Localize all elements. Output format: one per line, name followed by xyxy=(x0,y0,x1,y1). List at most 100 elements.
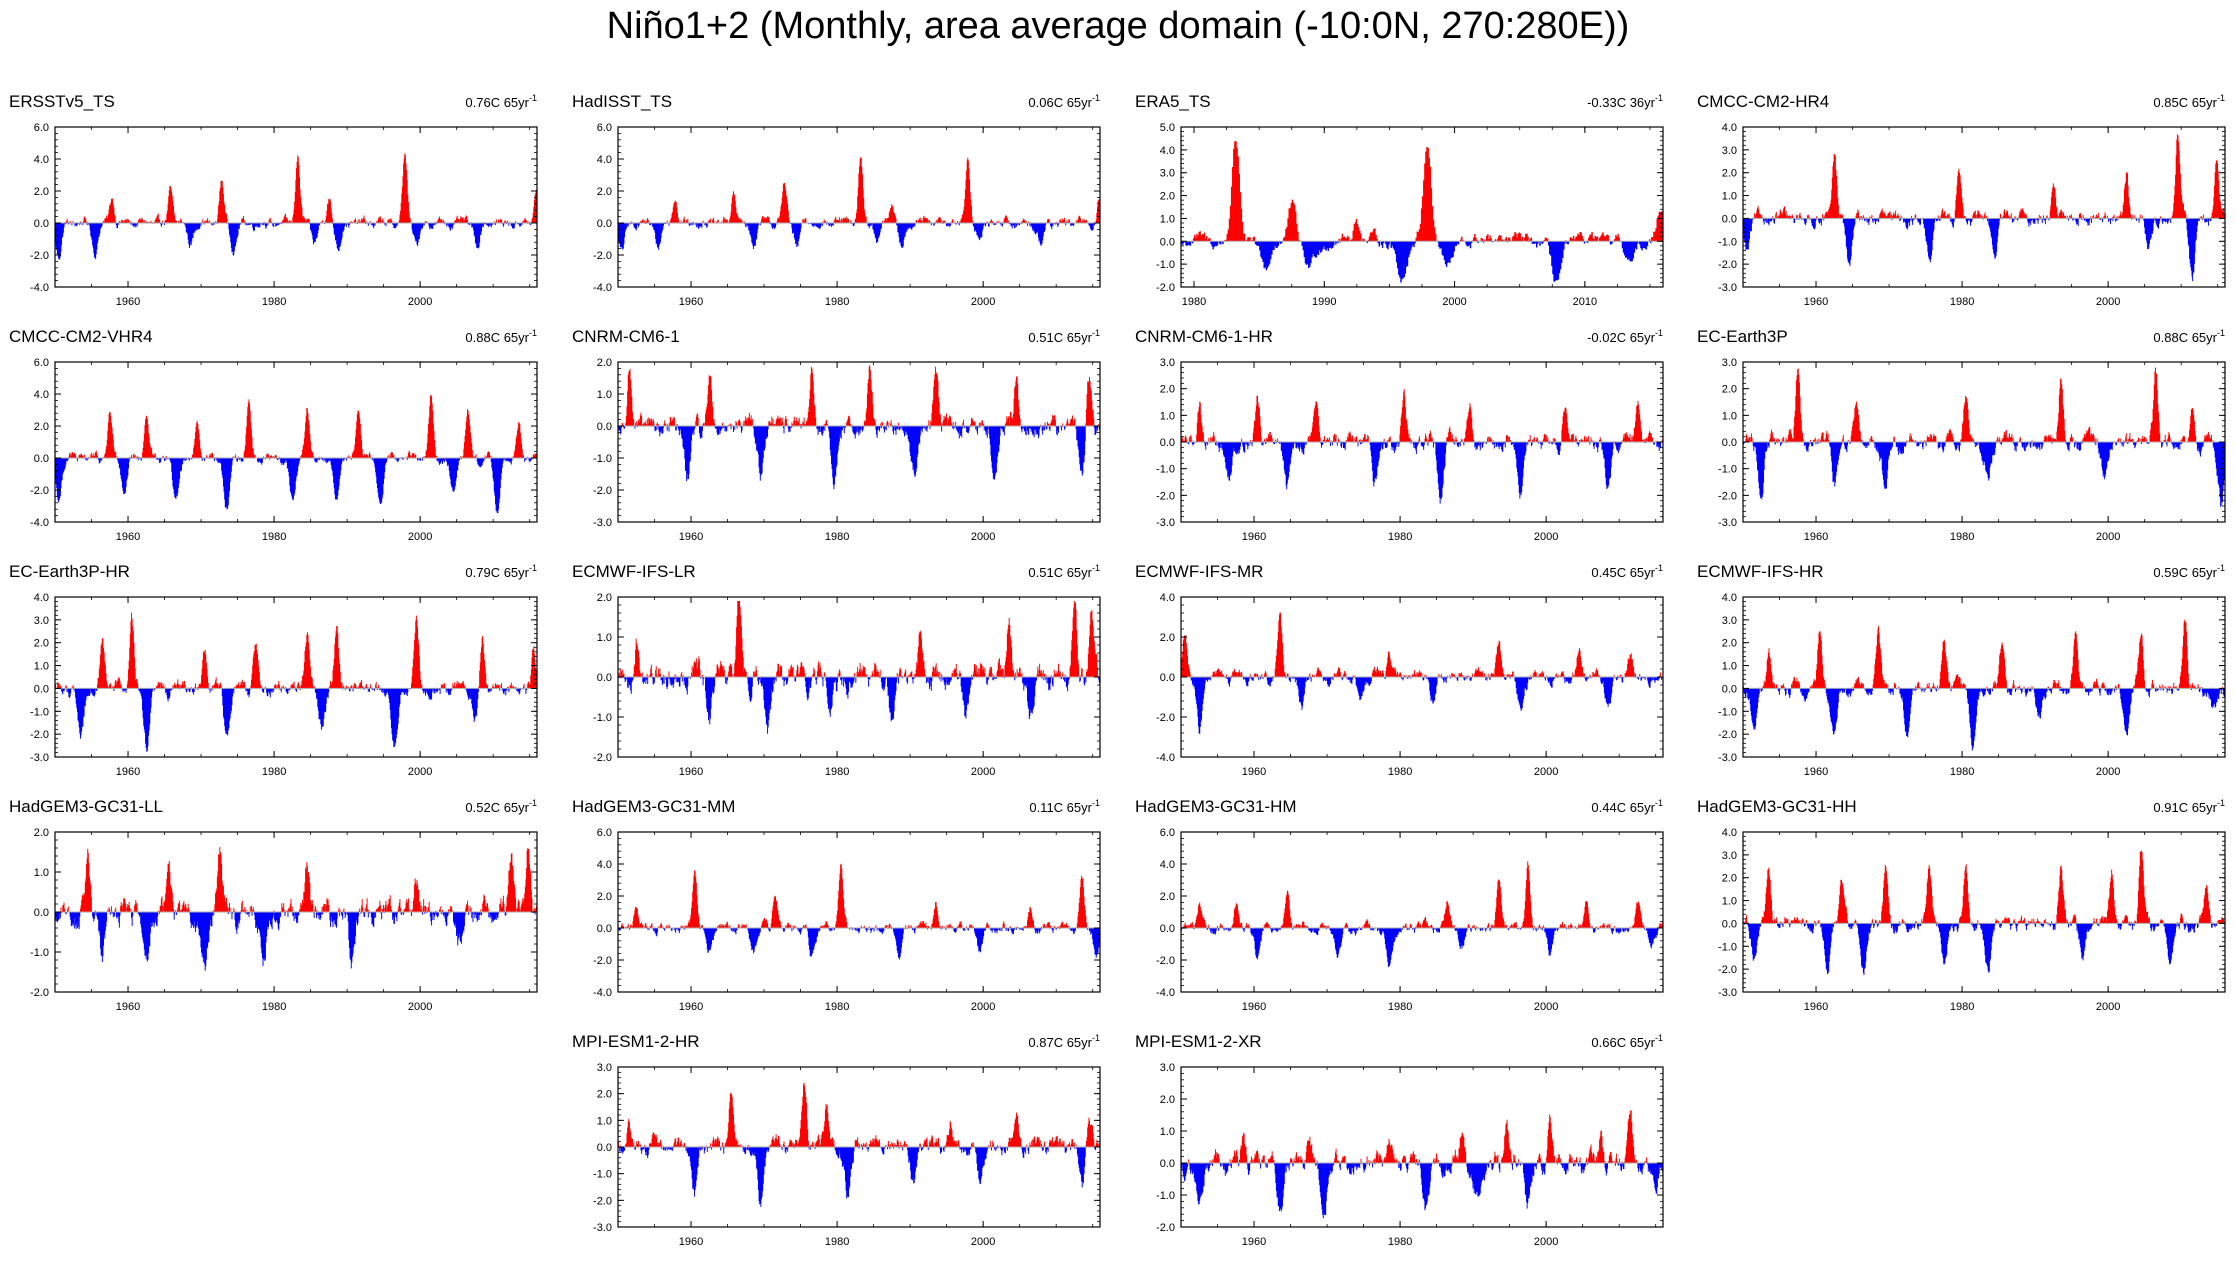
anomaly-bar xyxy=(445,458,447,460)
anomaly-bar xyxy=(1832,166,1834,219)
anomaly-bar xyxy=(287,458,289,469)
anomaly-bar xyxy=(245,434,247,458)
anomaly-bar xyxy=(948,420,950,426)
anomaly-bar xyxy=(124,219,126,223)
anomaly-bar xyxy=(1962,202,1964,219)
anomaly-bar xyxy=(300,196,302,223)
anomaly-bar xyxy=(310,449,312,458)
anomaly-bar xyxy=(1904,218,1906,223)
anomaly-bar xyxy=(286,458,288,469)
anomaly-bar xyxy=(1054,419,1056,426)
anomaly-bar xyxy=(112,204,114,223)
anomaly-bar xyxy=(164,220,166,223)
anomaly-bar xyxy=(1947,214,1949,219)
anomaly-bar xyxy=(1892,215,1894,219)
anomaly-bar xyxy=(1408,241,1411,255)
anomaly-bar xyxy=(449,223,451,231)
anomaly-bar xyxy=(323,223,325,225)
anomaly-bar xyxy=(61,223,63,238)
anomaly-bar xyxy=(867,223,869,227)
anomaly-bar xyxy=(725,219,727,223)
anomaly-bar xyxy=(699,223,701,227)
anomaly-bar xyxy=(710,376,712,426)
anomaly-bar xyxy=(1018,406,1020,426)
anomaly-bar xyxy=(502,458,504,461)
anomaly-bar xyxy=(154,453,156,458)
anomaly-bar xyxy=(431,223,433,229)
anomaly-bar xyxy=(105,218,107,223)
anomaly-bar xyxy=(99,458,101,464)
anomaly-bar xyxy=(308,420,310,458)
x-tick-label: 1980 xyxy=(262,531,286,543)
anomaly-bar xyxy=(241,218,243,223)
anomaly-bar xyxy=(826,419,828,426)
anomaly-bar xyxy=(1547,241,1550,246)
anomaly-bar xyxy=(779,215,781,223)
anomaly-bar xyxy=(835,426,837,476)
anomaly-bar xyxy=(919,217,921,223)
anomaly-bar xyxy=(794,223,796,240)
anomaly-bar xyxy=(1411,241,1413,248)
anomaly-bar xyxy=(843,426,845,428)
anomaly-bar xyxy=(1746,218,1748,250)
anomaly-bar xyxy=(2130,215,2132,219)
anomaly-bar xyxy=(504,458,506,460)
anomaly-bar xyxy=(1011,419,1013,426)
anomaly-bar xyxy=(146,221,148,223)
x-tick-label: 1980 xyxy=(1950,296,1974,308)
anomaly-bar xyxy=(882,422,884,426)
anomaly-bar xyxy=(356,414,358,458)
anomaly-bar xyxy=(174,219,176,223)
anomaly-bar xyxy=(98,458,100,464)
anomaly-bar xyxy=(850,220,852,223)
anomaly-bar xyxy=(956,426,958,432)
y-tick-label: 3.0 xyxy=(1160,168,1175,180)
anomaly-bar xyxy=(1578,235,1580,242)
anomaly-bar xyxy=(1052,223,1054,226)
anomaly-bar xyxy=(1187,241,1189,245)
anomaly-bar xyxy=(2022,208,2024,219)
anomaly-bar xyxy=(1252,237,1255,242)
anomaly-bar xyxy=(68,456,70,458)
anomaly-bar xyxy=(1830,199,1832,219)
anomaly-bar xyxy=(275,454,277,458)
anomaly-bar xyxy=(686,426,688,482)
anomaly-bar xyxy=(1013,223,1015,227)
anomaly-bar xyxy=(1563,241,1565,250)
anomaly-bar xyxy=(1405,241,1408,267)
anomaly-bar xyxy=(281,223,283,225)
anomaly-bar xyxy=(1834,155,1836,219)
anomaly-bar xyxy=(734,201,736,223)
anomaly-bar xyxy=(730,211,732,223)
anomaly-bar xyxy=(213,458,215,462)
chart-panel: ERA5_TS -0.33C 36yr-1 -2.0 -1.0 0.0 1.0 2.0 3.0… xyxy=(1133,82,1687,308)
anomaly-bar xyxy=(383,458,385,479)
anomaly-bar xyxy=(437,219,439,223)
anomaly-bar xyxy=(1414,241,1416,244)
anomaly-bar xyxy=(293,458,295,496)
anomaly-bar xyxy=(841,218,843,223)
anomaly-bar xyxy=(753,426,755,436)
anomaly-bar xyxy=(317,223,319,234)
anomaly-bar xyxy=(2185,214,2187,219)
anomaly-bar xyxy=(1340,238,1343,242)
anomaly-bar xyxy=(630,221,632,223)
anomaly-bar xyxy=(1756,210,1758,219)
anomaly-bar xyxy=(1977,210,1979,219)
anomaly-bar xyxy=(480,458,482,467)
anomaly-bar xyxy=(738,217,740,223)
anomaly-bar xyxy=(651,420,653,426)
anomaly-bar xyxy=(257,458,259,463)
anomaly-bar xyxy=(670,417,672,426)
anomaly-bar xyxy=(1795,214,1797,219)
anomaly-bar xyxy=(113,447,115,458)
anomaly-bar xyxy=(969,179,971,223)
anomaly-bar xyxy=(410,456,412,458)
anomaly-bar xyxy=(163,223,165,226)
anomaly-bar xyxy=(1049,426,1051,432)
anomaly-bar xyxy=(417,458,419,461)
anomaly-bar xyxy=(69,220,71,223)
anomaly-bar xyxy=(926,426,928,432)
anomaly-bar xyxy=(1034,223,1036,235)
anomaly-bar xyxy=(75,454,77,458)
